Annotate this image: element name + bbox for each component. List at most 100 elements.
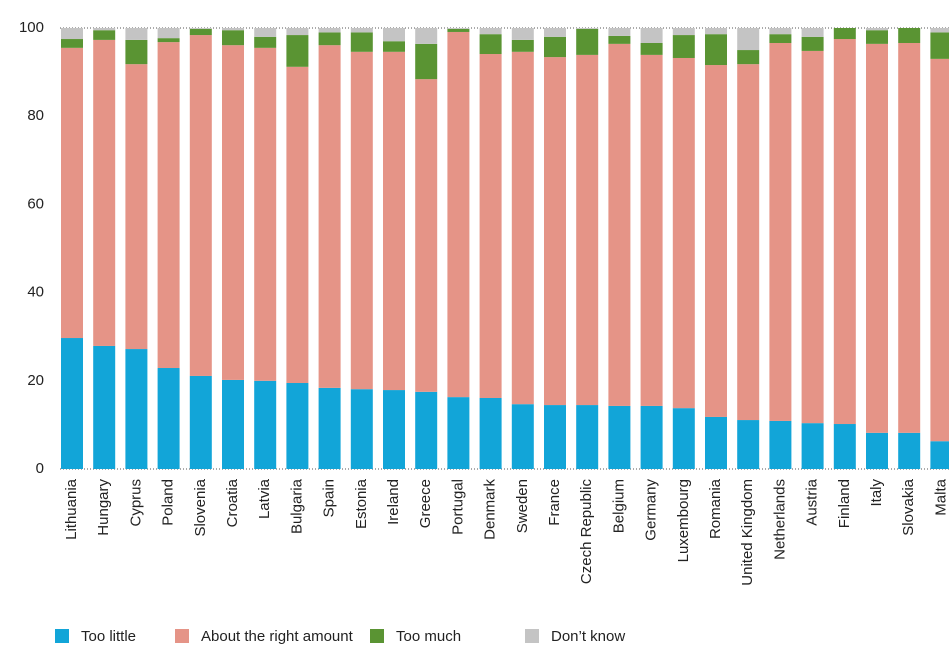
bar-segment [898,42,921,433]
bar-segment [415,28,438,44]
bar-segment [866,30,888,44]
bar-segment [930,58,949,442]
x-tick-label: Estonia [353,478,370,529]
bar-segment [576,405,599,469]
bar-segment [511,28,534,40]
legend-swatch [175,629,189,643]
x-tick-label: Romania [707,478,724,539]
bar-segment [415,43,438,80]
legend-label: Too much [396,628,461,645]
bar-segment [737,420,760,469]
y-tick-label: 20 [27,372,44,389]
bar-segment [608,405,631,469]
bar-segment [705,34,727,66]
bar-segment [833,424,856,469]
y-tick-label: 40 [27,284,44,301]
bar-segment [93,345,116,469]
x-tick-label: Belgium [610,479,627,533]
bar-segment [672,35,695,58]
bar-segment [479,54,502,398]
bar-segment [125,64,148,350]
bar-segment [511,404,534,469]
x-tick-label: Czech Republic [578,479,595,585]
bar-segment [157,42,180,369]
bar-segment [930,32,949,59]
x-tick-label: Hungary [95,479,112,536]
legend-swatch [525,629,539,643]
bar-segment [769,42,792,421]
x-tick-label: Sweden [514,479,531,533]
bar-segment [801,28,824,37]
bar-segment [189,375,212,469]
bar-segment [157,368,180,469]
bar-segment [833,39,856,425]
bar-segment [189,28,212,36]
bar-segment [769,420,792,469]
bar-segment [640,42,663,55]
bar-segment [350,389,373,469]
x-tick-label: Finland [836,479,853,528]
x-tick-label: United Kingdom [739,479,756,586]
bar-segment [640,28,663,43]
bar-segment [350,32,373,52]
bar-segment [705,65,727,417]
bar-segment [222,30,244,46]
bar-segment [254,36,277,48]
bar-segment [898,28,921,43]
x-tick-label: Malta [932,478,949,515]
bar-segment [801,36,824,51]
bar-segment [544,28,566,37]
x-tick-label: Greece [417,479,434,528]
x-tick-label: Netherlands [771,479,788,560]
bar-segment [254,47,277,381]
x-tick-label: France [546,479,563,526]
bar-segment [640,54,663,406]
bar-segment [254,28,277,37]
bar-segment [801,50,824,424]
bar-segment [930,441,949,469]
bar-segment [640,405,663,469]
x-tick-label: Slovakia [900,478,917,535]
bar-segment [383,390,405,469]
bar-segment [93,28,116,31]
legend-swatch [370,629,384,643]
bar-segment [898,432,921,469]
bar-segment [511,51,534,405]
bar-segment [189,28,212,29]
bar-segment [705,28,727,35]
bar-segment [157,38,180,43]
x-tick-label: Spain [321,479,338,517]
x-tick-label: Croatia [224,478,241,527]
bar-segment [189,35,212,376]
y-tick-label: 60 [27,195,44,212]
bar-segment [608,35,631,44]
bar-segment [576,28,599,29]
legend-label: Don’t know [551,628,625,645]
bar-segment [544,405,566,469]
x-tick-label: Ireland [385,479,402,525]
bar-segment [222,28,244,31]
bar-segment [769,34,792,43]
bar-segment [318,45,341,388]
bar-segment [672,28,695,36]
bar-segment [318,28,341,33]
legend-label: Too little [81,628,136,645]
bar-segment [415,391,438,469]
bar-segment [737,50,760,65]
bar-segment [383,41,405,52]
x-tick-label: Latvia [256,478,273,519]
bar-segment [157,28,180,39]
bar-segment [608,43,631,406]
bar-segment [61,39,83,48]
bar-segment [125,39,148,65]
bar-segment [447,28,470,32]
bar-segment [866,432,888,469]
bar-segment [769,28,792,35]
bar-segment [286,66,309,384]
bar-segment [350,51,373,390]
bar-segment [350,28,373,33]
bar-segment [866,28,888,31]
bar-segment [415,79,438,392]
